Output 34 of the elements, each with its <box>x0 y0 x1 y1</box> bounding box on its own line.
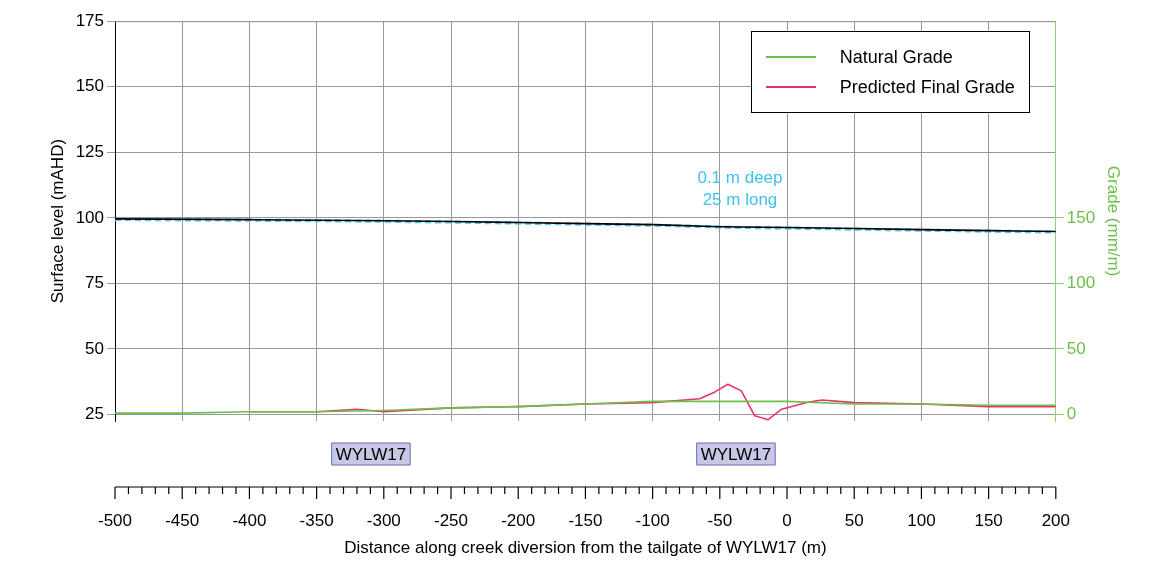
legend-label: Natural Grade <box>839 46 953 68</box>
x-tick-label: -300 <box>366 510 401 530</box>
x-axis-title: Distance along creek diversion from the tailgate of WYLW17 (m) <box>344 538 827 558</box>
x-tick-label: 50 <box>844 510 864 530</box>
text: WYLW17 <box>335 444 407 464</box>
legend-label: Predicted Final Grade <box>839 76 1015 98</box>
y-tick-label: 50 <box>85 338 105 358</box>
x-tick-label: 200 <box>1041 510 1071 530</box>
x-tick-label: 0 <box>782 510 792 530</box>
text: WYLW17 <box>700 444 772 464</box>
y-tick-label: 175 <box>75 10 105 30</box>
x-tick-label: -50 <box>707 510 733 530</box>
x-tick-label: -500 <box>98 510 133 530</box>
x-tick-label: 100 <box>907 510 936 530</box>
y2-tick-label: 150 <box>1066 207 1096 227</box>
y-tick-label: 75 <box>85 273 105 293</box>
x-tick-label: -200 <box>501 510 536 530</box>
x-tick-label: -400 <box>232 510 267 530</box>
x-tick-label: -250 <box>434 510 469 530</box>
x-tick-label: -100 <box>635 510 670 530</box>
y-tick-label: 25 <box>85 404 105 424</box>
x-tick-label: -450 <box>165 510 200 530</box>
annotation: 0.1 m deep 25 m long <box>697 168 783 210</box>
x-tick-label: -350 <box>299 510 334 530</box>
y2-tick-label: 100 <box>1066 273 1096 293</box>
y-tick-label: 150 <box>75 76 105 96</box>
y-tick-label: 100 <box>75 207 105 227</box>
y-axis-title: Surface level (mAHD) <box>48 138 68 304</box>
y2-tick-label: 50 <box>1066 338 1086 358</box>
x-tick-label: -150 <box>568 510 603 530</box>
x-tick-label: 150 <box>974 510 1003 530</box>
y-tick-label: 125 <box>75 141 105 161</box>
y2-axis-title: Grade (mm/m) <box>1103 165 1123 277</box>
y2-tick-label: 0 <box>1066 404 1077 424</box>
